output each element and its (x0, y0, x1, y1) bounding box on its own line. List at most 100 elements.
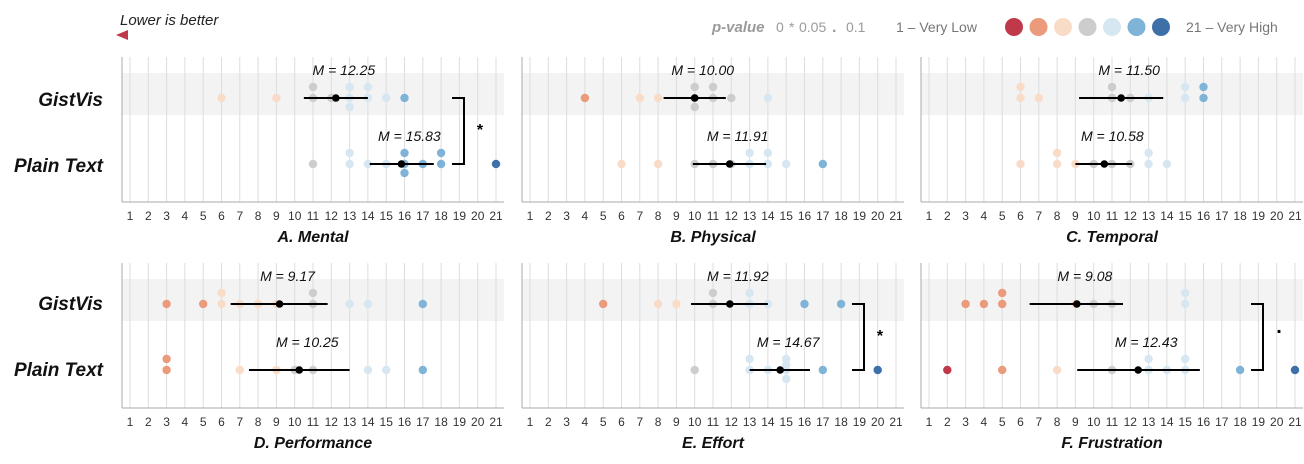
tick-label: 17 (1215, 415, 1229, 429)
data-point (418, 299, 427, 309)
pvalue-scale-01: 0.1 (846, 19, 866, 35)
data-point (653, 93, 663, 103)
data-point (308, 288, 318, 298)
tick-label: 20 (1270, 209, 1284, 223)
tick-label: 20 (471, 209, 485, 223)
tick-label: 16 (398, 415, 412, 429)
legend-swatch (1005, 18, 1023, 36)
data-point (1181, 354, 1190, 364)
tick-label: 14 (761, 415, 775, 429)
tick-label: 12 (325, 415, 339, 429)
data-point (782, 354, 791, 364)
data-point (217, 299, 226, 309)
pvalue-scale-005: 0.05 (799, 19, 826, 35)
panel-title: B. Physical (670, 229, 756, 246)
pvalue-scale-0: 0 (776, 19, 784, 35)
data-point (363, 299, 373, 309)
data-point (1162, 159, 1172, 169)
tick-label: 21 (1288, 415, 1302, 429)
tick-label: 13 (343, 415, 357, 429)
mean-point (1073, 300, 1081, 308)
tick-label: 16 (1197, 209, 1211, 223)
panel: 1 2 3 4 5 6 7 8 9 10 11 12 13 14 15 16 17 18 19 20 21D. Perf… (121, 263, 504, 452)
data-point (1199, 82, 1208, 92)
tick-label: 11 (707, 209, 720, 223)
pvalue-scale-star: * (789, 19, 795, 35)
data-point (345, 82, 354, 92)
data-point (345, 299, 354, 309)
data-point (162, 354, 171, 364)
mean-label: M = 14.67 (757, 334, 821, 350)
data-point (199, 299, 208, 309)
tick-label: 4 (981, 415, 988, 429)
mean-point (1100, 160, 1109, 168)
significance-bracket (1251, 303, 1264, 371)
tick-label: 8 (255, 209, 262, 223)
data-point (690, 82, 699, 92)
data-point (818, 159, 827, 169)
tick-label: 12 (1124, 415, 1138, 429)
significance-marker: * (477, 122, 484, 139)
data-point (690, 102, 699, 112)
tick-label: 9 (273, 209, 280, 223)
data-point (763, 93, 773, 103)
tick-label: 15 (780, 415, 794, 429)
data-point (1052, 159, 1062, 169)
data-point (272, 93, 281, 103)
tick-label: 7 (236, 209, 243, 223)
tick-label: 14 (1160, 209, 1174, 223)
data-point (653, 159, 663, 169)
panel-title: F. Frustration (1061, 435, 1163, 452)
tick-label: 3 (962, 209, 969, 223)
tick-label: 6 (618, 209, 625, 223)
tick-label: 2 (145, 209, 152, 223)
data-point (217, 288, 226, 298)
tick-label: 4 (582, 415, 589, 429)
mean-label: M = 11.91 (707, 128, 769, 144)
tick-label: 3 (163, 209, 170, 223)
tick-label: 9 (673, 209, 680, 223)
tick-label: 19 (1252, 209, 1266, 223)
tick-label: 16 (798, 209, 812, 223)
mean-point (275, 300, 284, 308)
data-point (1144, 159, 1153, 169)
mean-point (295, 366, 304, 374)
data-point (653, 299, 663, 309)
tick-label: 10 (1087, 209, 1101, 223)
tick-label: 6 (1017, 209, 1024, 223)
data-point (1016, 159, 1025, 169)
tick-label: 14 (761, 209, 775, 223)
tick-label: 18 (1233, 209, 1247, 223)
mean-point (690, 94, 699, 102)
tick-label: 15 (1179, 209, 1193, 223)
data-point (363, 82, 373, 92)
data-point (873, 365, 882, 375)
data-point (599, 299, 608, 309)
data-point (308, 82, 318, 92)
color-scale-legend (1005, 18, 1170, 36)
tick-label: 20 (871, 209, 885, 223)
scale-high-label: 21 – Very High (1186, 19, 1278, 35)
tick-label: 6 (1017, 415, 1024, 429)
tick-label: 15 (1179, 415, 1193, 429)
tick-label: 19 (453, 209, 467, 223)
panel-title: E. Effort (682, 435, 745, 452)
data-point (1034, 93, 1044, 103)
data-point (162, 365, 171, 375)
data-point (763, 159, 773, 169)
data-point (745, 288, 754, 298)
tick-label: 21 (1288, 209, 1302, 223)
tick-label: 11 (307, 415, 320, 429)
mean-label: M = 9.17 (260, 268, 316, 284)
tick-label: 18 (834, 415, 848, 429)
tick-label: 6 (218, 415, 225, 429)
panel-title: D. Performance (254, 435, 372, 452)
tick-label: 16 (1197, 415, 1211, 429)
pvalue-scale-dot: . (832, 19, 836, 36)
tick-label: 12 (325, 209, 339, 223)
tick-label: 20 (1270, 415, 1284, 429)
mean-point (1134, 366, 1142, 374)
lower-better-label: Lower is better (120, 12, 219, 29)
